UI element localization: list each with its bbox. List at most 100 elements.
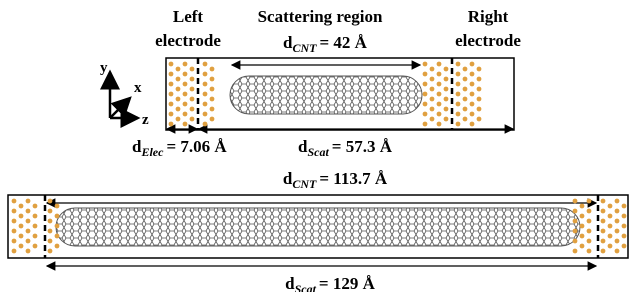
atom	[615, 209, 620, 214]
dimension-label: dElec= 7.06 Å	[132, 137, 227, 159]
atom	[470, 112, 475, 117]
atom	[48, 209, 53, 214]
atom	[622, 204, 627, 209]
atom	[55, 214, 60, 219]
subscript: CNT	[293, 41, 318, 55]
atom	[444, 107, 449, 112]
atom	[437, 82, 442, 87]
atom	[456, 82, 461, 87]
atom	[169, 62, 174, 67]
atom	[601, 229, 606, 234]
atom	[169, 92, 174, 97]
atom	[169, 122, 174, 127]
atom	[444, 87, 449, 92]
atom	[580, 224, 585, 229]
nanotube	[230, 76, 422, 114]
atom	[169, 72, 174, 77]
atom	[477, 117, 482, 122]
atom	[19, 234, 24, 239]
label: electrode	[455, 31, 521, 50]
subscript: Scat	[295, 282, 317, 292]
atom	[183, 122, 188, 127]
atom	[430, 67, 435, 72]
atom	[463, 87, 468, 92]
atom	[437, 102, 442, 107]
atom	[573, 209, 578, 214]
atom	[33, 244, 38, 249]
nanotube	[56, 208, 580, 246]
atom	[608, 234, 613, 239]
atom	[437, 112, 442, 117]
atom	[48, 229, 53, 234]
dimension-label: dCNT= 113.7 Å	[283, 169, 388, 191]
atom	[12, 199, 17, 204]
atom	[19, 204, 24, 209]
subscript: CNT	[292, 177, 317, 191]
atom	[470, 102, 475, 107]
atom	[463, 77, 468, 82]
atom	[430, 107, 435, 112]
label: Left	[173, 7, 204, 26]
atom	[190, 77, 195, 82]
atom	[423, 72, 428, 77]
atom	[430, 97, 435, 102]
atom	[470, 122, 475, 127]
atom	[169, 82, 174, 87]
atom	[587, 209, 592, 214]
atom	[12, 249, 17, 254]
atom	[190, 107, 195, 112]
atom	[470, 82, 475, 87]
atom	[580, 234, 585, 239]
atom	[55, 244, 60, 249]
atom	[601, 199, 606, 204]
atom	[456, 122, 461, 127]
atom	[26, 229, 31, 234]
atom	[33, 234, 38, 239]
dimension-label: dScat= 57.3 Å	[298, 137, 393, 159]
atom	[203, 82, 208, 87]
subscript: Scat	[307, 145, 329, 159]
atom	[622, 234, 627, 239]
atom	[615, 249, 620, 254]
subscript: Elec	[140, 145, 164, 159]
axis-label: x	[134, 80, 142, 96]
atom	[456, 62, 461, 67]
label: Scattering region	[258, 7, 383, 26]
atom	[176, 87, 181, 92]
atom	[423, 112, 428, 117]
atom	[176, 67, 181, 72]
atom	[622, 224, 627, 229]
atom	[456, 92, 461, 97]
atom	[573, 249, 578, 254]
atom	[176, 107, 181, 112]
atom	[203, 122, 208, 127]
atom	[26, 239, 31, 244]
atom	[210, 77, 215, 82]
atom	[423, 122, 428, 127]
atom	[12, 219, 17, 224]
atom	[26, 209, 31, 214]
atom	[430, 87, 435, 92]
atom	[55, 224, 60, 229]
value: = 42 Å	[320, 33, 368, 52]
atom	[48, 249, 53, 254]
figure: Left electrode Scattering region Right e…	[0, 0, 631, 292]
atom	[580, 244, 585, 249]
atom	[26, 219, 31, 224]
atom	[437, 62, 442, 67]
value: = 129 Å	[319, 274, 376, 292]
atom	[423, 92, 428, 97]
atom	[423, 82, 428, 87]
atom	[183, 112, 188, 117]
atom	[210, 67, 215, 72]
atom	[210, 117, 215, 122]
atom	[587, 199, 592, 204]
atom	[608, 204, 613, 209]
atom	[55, 204, 60, 209]
atom	[615, 229, 620, 234]
atom	[470, 72, 475, 77]
dimension-label: dCNT= 42 Å	[283, 33, 368, 55]
atom	[210, 107, 215, 112]
atom	[33, 224, 38, 229]
atom	[444, 77, 449, 82]
